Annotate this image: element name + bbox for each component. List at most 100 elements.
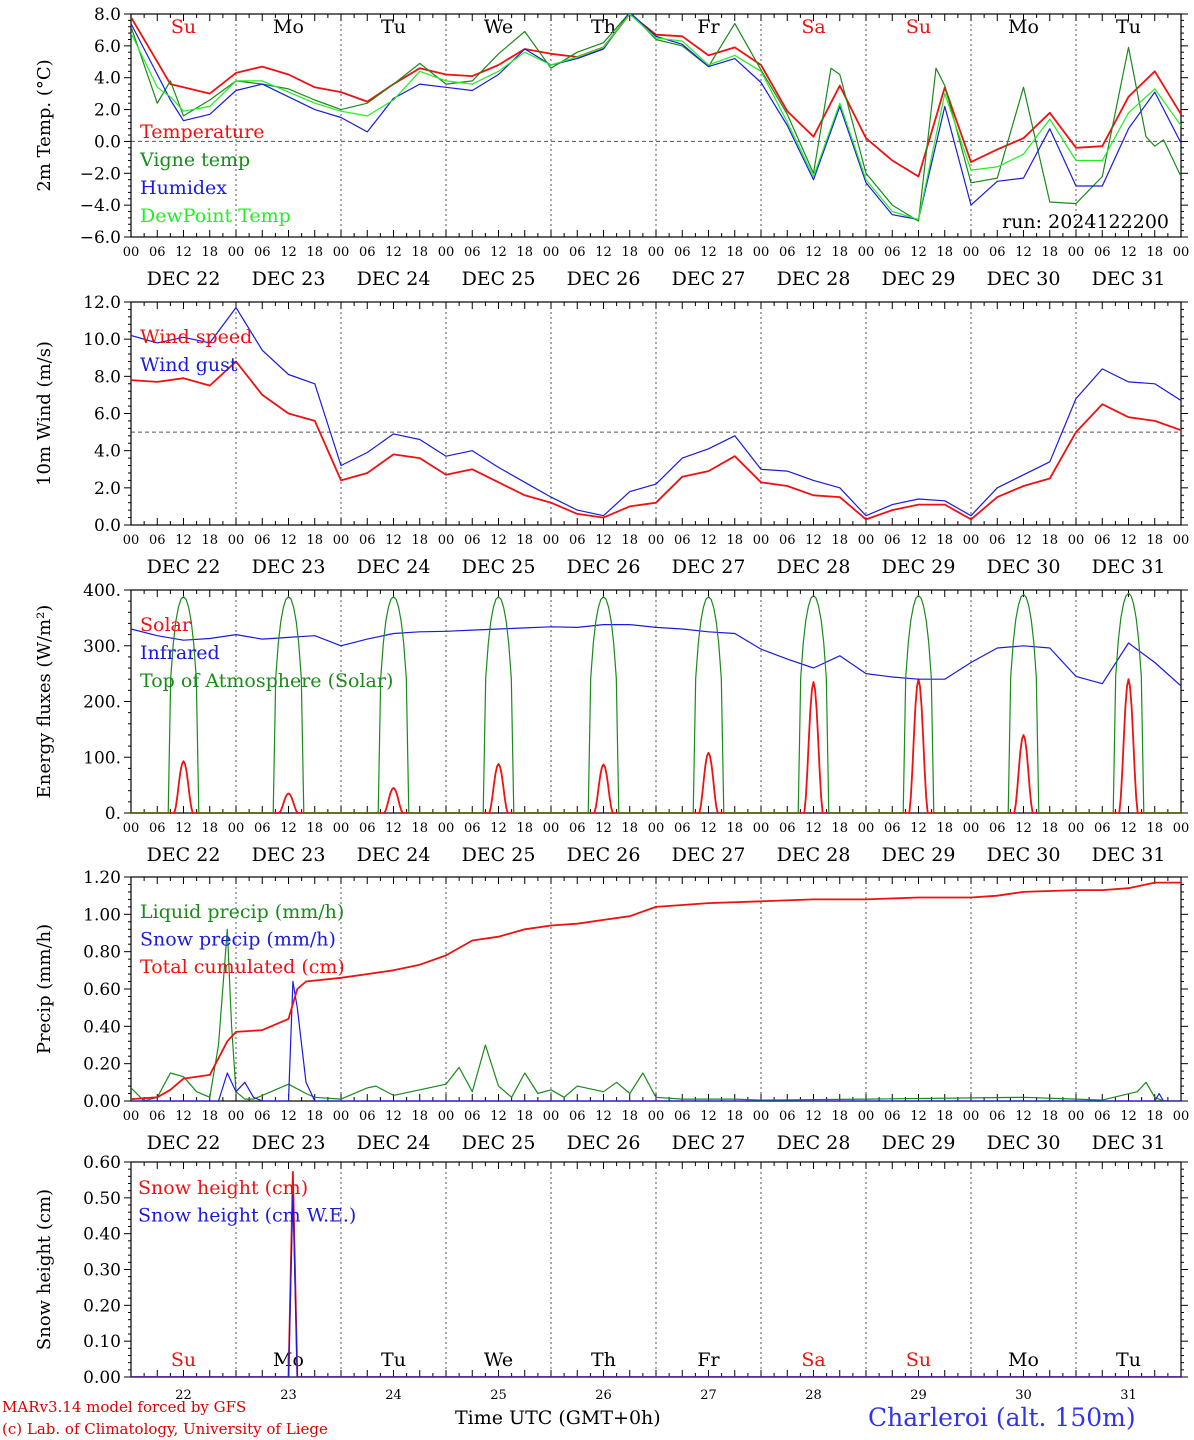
date-label: DEC 24 [357, 268, 431, 290]
hour-tick-label: 12 [700, 245, 717, 260]
hour-tick-label: 06 [989, 533, 1006, 548]
hour-tick-label: 12 [385, 245, 402, 260]
hour-tick-label: 18 [1041, 1109, 1058, 1124]
series-line-vigne-temp [131, 14, 1181, 222]
hour-tick-label: 18 [306, 821, 323, 836]
hour-tick-label: 18 [1041, 821, 1058, 836]
date-label: DEC 28 [777, 844, 851, 866]
y-tick-label: 6.0 [94, 405, 121, 425]
series-group [131, 592, 1181, 813]
lab-credit: (c) Lab. of Climatology, University of L… [2, 1420, 328, 1438]
day-number-label: 22 [175, 1388, 192, 1403]
date-label: DEC 23 [252, 556, 326, 578]
y-tick-label: 100. [83, 748, 121, 768]
hour-tick-label: 12 [805, 245, 822, 260]
hour-tick-label: 12 [805, 821, 822, 836]
y-tick-label: −4.0 [80, 196, 121, 216]
date-label: DEC 25 [462, 556, 536, 578]
y-tick-label: 0.40 [83, 1225, 121, 1245]
legend-entry: Infrared [140, 642, 220, 664]
weekday-label: Sa [801, 1349, 825, 1371]
date-label: DEC 22 [147, 1132, 221, 1154]
hour-tick-label: 00 [438, 821, 455, 836]
hour-tick-label: 12 [1015, 245, 1032, 260]
weekday-label: Tu [1116, 1349, 1141, 1371]
y-tick-label: 8.0 [94, 367, 121, 387]
hour-tick-label: 18 [1146, 1109, 1163, 1124]
run-annotation: run: 2024122200 [1002, 211, 1169, 233]
y-tick-label: 0.50 [83, 1189, 121, 1209]
hour-tick-label: 00 [1173, 1109, 1190, 1124]
hour-tick-label: 06 [884, 245, 901, 260]
hour-tick-label: 12 [700, 533, 717, 548]
hour-tick-label: 00 [123, 1109, 140, 1124]
hour-tick-label: 06 [674, 533, 691, 548]
y-tick-label: 0.00 [83, 1092, 121, 1112]
hour-tick-label: 18 [621, 245, 638, 260]
series-line-dewpoint-temp [131, 14, 1181, 221]
y-tick-label: 0.0 [94, 516, 121, 536]
day-number-label: 30 [1015, 1388, 1032, 1403]
hour-tick-label: 12 [595, 1109, 612, 1124]
date-label: DEC 26 [567, 556, 641, 578]
series-group [131, 1171, 1181, 1377]
series-line-snow-height-cm- [131, 1171, 1181, 1377]
date-label: DEC 27 [672, 844, 746, 866]
hour-tick-label: 00 [543, 821, 560, 836]
hour-tick-label: 00 [963, 245, 980, 260]
hour-tick-label: 00 [228, 245, 245, 260]
hour-tick-label: 06 [1094, 1109, 1111, 1124]
hour-tick-label: 18 [1041, 533, 1058, 548]
date-label: DEC 22 [147, 844, 221, 866]
weekday-label: Fr [697, 1349, 720, 1371]
hour-tick-label: 12 [490, 1109, 507, 1124]
hour-tick-label: 06 [779, 533, 796, 548]
panel-3: 400. 300. 200. 100. 0. Energy fluxes (W/m²) 00… [34, 581, 1189, 866]
hour-tick-label: 06 [884, 533, 901, 548]
date-label: DEC 25 [462, 844, 536, 866]
day-number-label: 24 [385, 1388, 402, 1403]
y-axis-label: Precip (mm/h) [34, 924, 55, 1054]
hour-tick-label: 06 [884, 821, 901, 836]
hour-tick-label: 12 [175, 533, 192, 548]
hour-tick-label: 18 [831, 821, 848, 836]
hour-tick-label: 18 [516, 533, 533, 548]
series-line-total-cumulated-cm- [131, 881, 1181, 1100]
hour-tick-label: 18 [516, 821, 533, 836]
hour-tick-label: 06 [149, 1109, 166, 1124]
hour-tick-label: 18 [726, 533, 743, 548]
hour-tick-label: 06 [779, 1109, 796, 1124]
y-tick-label: 1.00 [83, 905, 121, 925]
hour-tick-label: 00 [648, 245, 665, 260]
weekday-label: Fr [697, 16, 720, 38]
hour-tick-label: 00 [1068, 245, 1085, 260]
hour-tick-label: 18 [201, 1109, 218, 1124]
hour-tick-label: 12 [490, 533, 507, 548]
hour-tick-label: 12 [490, 821, 507, 836]
hour-tick-label: 06 [674, 1109, 691, 1124]
y-tick-label: 0.0 [94, 132, 121, 152]
hour-tick-label: 12 [910, 245, 927, 260]
hour-tick-label: 18 [1146, 533, 1163, 548]
y-tick-label: −6.0 [80, 228, 121, 248]
date-label: DEC 27 [672, 1132, 746, 1154]
hour-tick-label: 00 [543, 1109, 560, 1124]
legend-entry: Solar [140, 614, 192, 636]
weekday-label: We [484, 1349, 513, 1371]
hour-tick-label: 12 [805, 1109, 822, 1124]
weekday-label: Su [171, 1349, 196, 1371]
series-line-snow-precip-mm-h- [131, 980, 1181, 1101]
date-label: DEC 31 [1092, 556, 1166, 578]
hour-tick-label: 06 [569, 245, 586, 260]
hour-tick-label: 12 [910, 533, 927, 548]
hour-tick-label: 00 [858, 533, 875, 548]
hour-tick-label: 12 [1015, 821, 1032, 836]
hour-tick-label: 06 [359, 821, 376, 836]
hour-tick-label: 12 [280, 245, 297, 260]
hour-tick-label: 12 [175, 1109, 192, 1124]
hour-tick-label: 18 [1146, 821, 1163, 836]
hour-tick-label: 00 [543, 533, 560, 548]
hour-tick-label: 00 [1068, 533, 1085, 548]
hour-tick-label: 00 [963, 1109, 980, 1124]
